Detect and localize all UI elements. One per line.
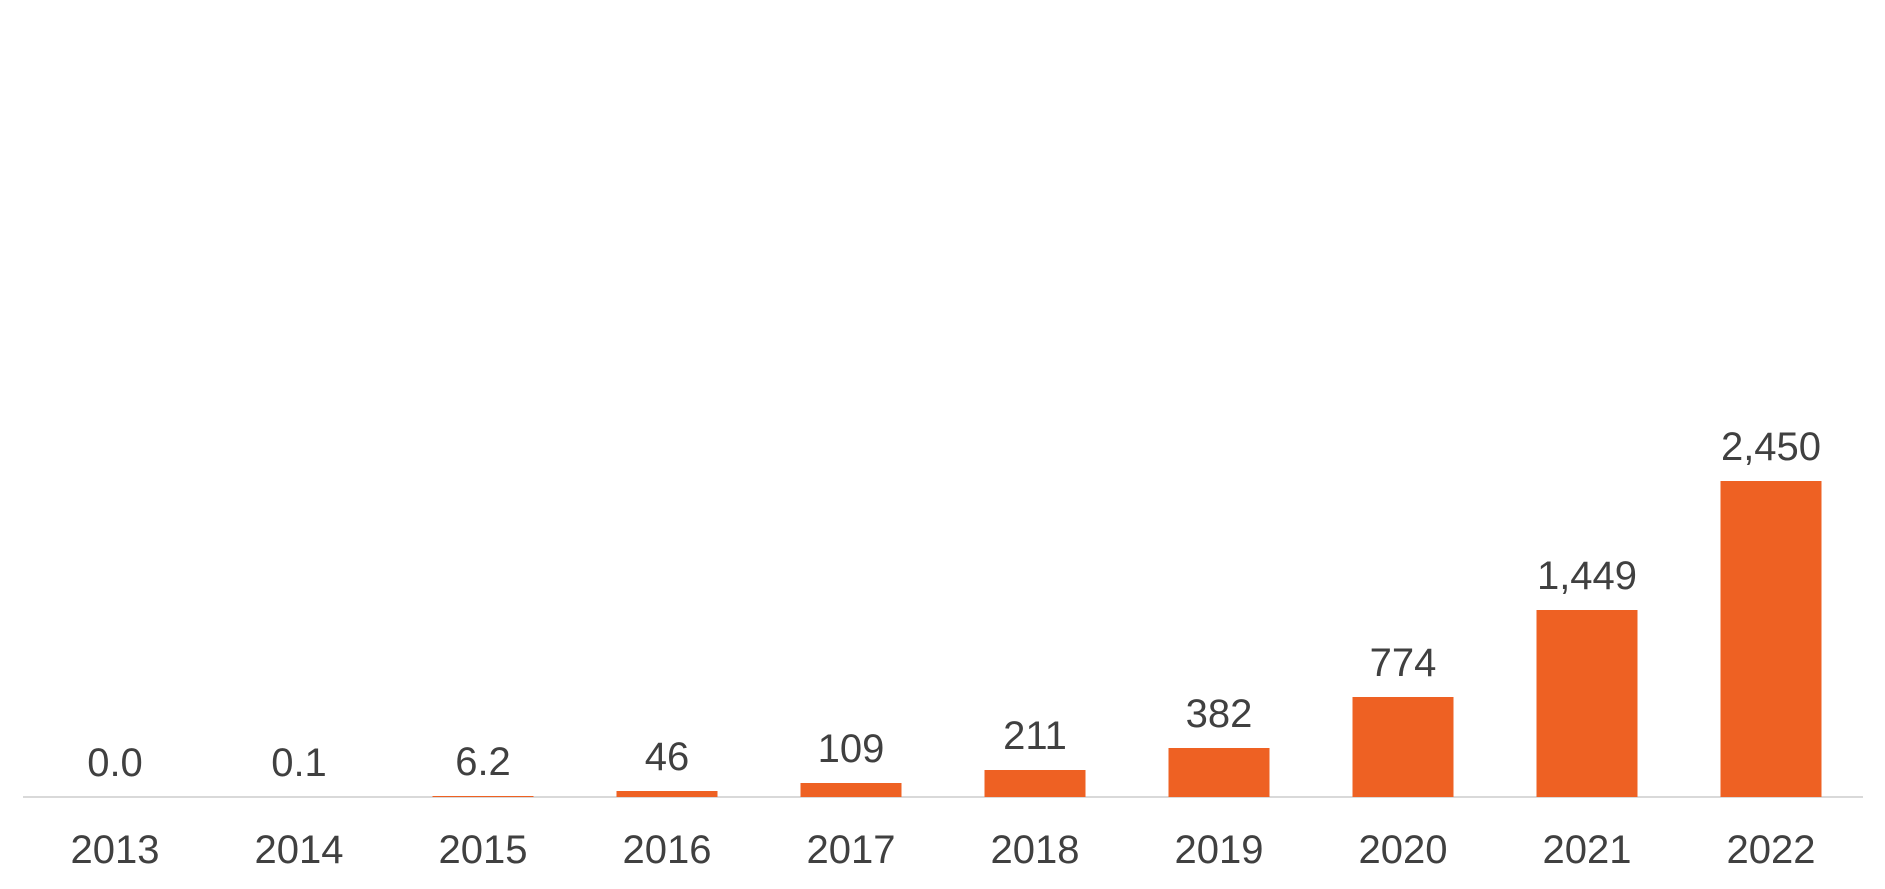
bar-value-label: 774 [1369, 641, 1437, 686]
bar-2015 [432, 796, 534, 797]
bar-2021 [1536, 610, 1638, 797]
bar-group-2022: 2,450 2022 [1679, 0, 1863, 889]
x-axis-tick-label: 2020 [1358, 828, 1448, 872]
plot-area: 0.0 2013 0.1 2014 6.2 2015 46 2016 109 2… [23, 0, 1863, 889]
x-axis-tick-label: 2022 [1726, 828, 1816, 872]
bar-group-2018: 211 2018 [943, 0, 1127, 889]
bar-value-label: 382 [1185, 691, 1253, 736]
bar-2016 [616, 791, 718, 797]
x-axis-tick-label: 2019 [1174, 828, 1264, 872]
x-axis-tick-label: 2021 [1542, 828, 1632, 872]
bar-value-label: 0.1 [271, 741, 327, 785]
bar-value-label: 1,449 [1536, 554, 1638, 599]
x-axis-tick-label: 2014 [254, 828, 344, 872]
x-axis-tick-label: 2016 [622, 828, 712, 872]
bar-value-label: 211 [1003, 713, 1067, 758]
bar-2019 [1168, 747, 1270, 797]
bar-value-label: 6.2 [455, 740, 511, 785]
bar-group-2014: 0.1 2014 [207, 0, 391, 889]
bar-2020 [1352, 697, 1454, 797]
x-axis-tick-label: 2017 [806, 828, 896, 872]
bar-value-label: 109 [817, 726, 885, 771]
bar-group-2013: 0.0 2013 [23, 0, 207, 889]
bar-group-2015: 6.2 2015 [391, 0, 575, 889]
bar-group-2016: 46 2016 [575, 0, 759, 889]
bar-2018 [984, 769, 1086, 797]
x-axis-tick-label: 2018 [990, 828, 1080, 872]
bar-group-2021: 1,449 2021 [1495, 0, 1679, 889]
bar-value-label: 46 [644, 735, 690, 780]
x-axis-tick-label: 2015 [438, 828, 528, 872]
bar-2017 [800, 782, 902, 797]
bar-value-label: 2,450 [1720, 424, 1822, 469]
bar-group-2017: 109 2017 [759, 0, 943, 889]
bar-group-2020: 774 2020 [1311, 0, 1495, 889]
bar-2022 [1720, 480, 1822, 797]
x-axis-tick-label: 2013 [70, 828, 160, 872]
x-axis-line [23, 796, 1863, 798]
bar-value-label: 0.0 [87, 741, 143, 785]
bar-group-2019: 382 2019 [1127, 0, 1311, 889]
